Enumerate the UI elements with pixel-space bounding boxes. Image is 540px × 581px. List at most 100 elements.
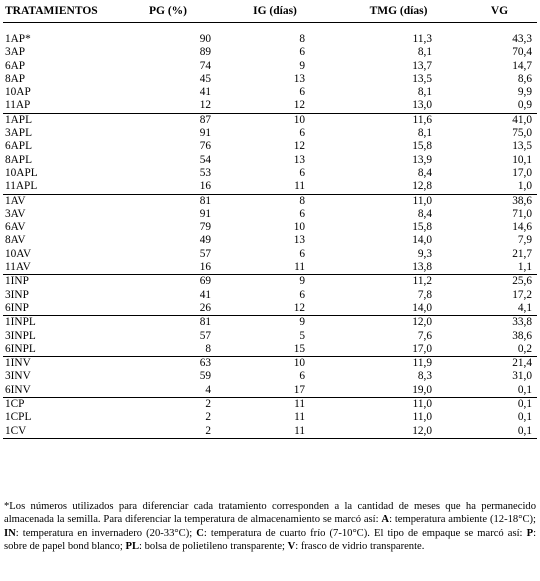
table-row: 3AP 89 6 8,1 70,4 [3,46,537,59]
cell-ig: 6 [299,46,305,59]
cell-pg: 81 [121,193,215,208]
cell-tratamiento: 6AP [5,59,26,72]
cell-tratamiento: 3AP [5,46,26,59]
table-body: 1AP* 90 8 11,3 43,3 3AP 89 6 8,1 70,4 6AP 74 9 13,7 14… [3,23,537,439]
table-row: 3INV 59 6 8,3 31,0 [3,370,537,383]
footnote: *Los números utilizados para diferenciar… [4,500,536,554]
header-tmg: TMG (días) [335,0,462,23]
table-row: 8AV 49 13 14,0 7,9 [3,234,537,247]
cell-tmg: 12,0 [335,424,462,439]
table-row: 11APL 16 11 12,8 1,0 [3,180,537,194]
cell-vg: 0,1 [517,383,532,396]
cell-tratamiento: 11APL [5,180,38,193]
table-row: 1APL 87 10 11,6 41,0 [3,112,537,128]
cell-tmg: 11,6 [335,112,462,128]
table-row: 6APL 76 12 15,8 13,5 [3,140,537,153]
cell-tratamiento: 1AP* [5,33,31,45]
table-row: 1CV 2 11 12,0 0,1 [3,424,537,439]
header-row: TRATAMIENTOS PG (%) IG (días) TMG (días)… [3,0,537,23]
cell-pg: 89 [199,46,211,59]
cell-pg: 59 [199,370,211,383]
cell-ig: 11 [294,411,305,424]
cell-pg: 53 [199,166,211,179]
table-row: 1INPL 81 9 12,0 33,8 [3,315,537,330]
cell-ig: 11 [215,397,335,412]
cell-tratamiento: 1AV [3,193,121,208]
cell-tmg: 13,7 [412,59,432,72]
cell-tratamiento: 1CPL [5,411,32,424]
footnote-code: P [526,527,534,539]
cell-ig: 12 [293,99,305,112]
cell-tmg: 13,5 [412,72,432,85]
cell-pg: 8 [205,342,211,355]
cell-tratamiento: 6INV [5,383,31,396]
cell-vg: 1,0 [517,180,532,193]
cell-tratamiento: 1INV [3,356,121,371]
cell-pg: 4 [205,383,211,396]
cell-ig: 12 [293,301,305,314]
cell-ig: 9 [299,59,305,72]
cell-pg: 91 [199,127,211,140]
footnote-text: : temperatura ambiente (12-18°C); [389,514,536,526]
cell-ig: 6 [299,288,305,301]
cell-ig: 11 [215,424,335,439]
table-row: 10APL 53 6 8,4 17,0 [3,167,537,180]
cell-vg: 9,9 [517,86,532,99]
cell-tratamiento: 6INPL [5,342,36,355]
table-row: 8APL 54 13 13,9 10,1 [3,154,537,167]
cell-vg: 1,1 [517,261,532,274]
cell-pg: 76 [199,140,211,153]
cell-ig: 9 [215,315,335,330]
cell-tratamiento: 8AP [5,72,26,85]
cell-vg: 0,9 [517,99,532,112]
cell-ig: 9 [215,274,335,289]
cell-tratamiento: 3INPL [5,329,36,342]
cell-ig: 6 [299,207,305,220]
cell-ig: 17 [293,383,305,396]
cell-tmg: 11,0 [335,397,462,412]
cell-pg: 87 [121,112,215,128]
table-row: 3AV 91 6 8,4 71,0 [3,208,537,221]
cell-tmg: 11,3 [412,33,432,45]
header-tratamientos: TRATAMIENTOS [3,0,121,23]
cell-vg: 10,1 [512,153,532,166]
cell-vg: 7,9 [517,234,532,247]
cell-tmg: 15,8 [412,140,432,153]
table-row: 11AV 16 11 13,8 1,1 [3,261,537,275]
cell-pg: 74 [199,59,211,72]
cell-vg: 75,0 [512,127,532,140]
cell-ig: 6 [299,127,305,140]
cell-tmg: 11,9 [335,356,462,371]
footnote-text: *Los números utilizados para diferenciar… [4,501,536,526]
cell-ig: 6 [299,247,305,260]
table-row: 8AP 45 13 13,5 8,6 [3,73,537,86]
cell-tratamiento: 1CV [3,424,121,439]
cell-vg: 0,1 [462,424,537,439]
spacer-row [3,23,537,34]
cell-tratamiento: 3INV [5,370,31,383]
cell-ig: 11 [294,261,305,274]
cell-pg: 54 [199,153,211,166]
cell-ig: 10 [215,356,335,371]
cell-pg: 63 [121,356,215,371]
cell-tmg: 14,0 [412,301,432,314]
cell-pg: 57 [199,329,211,342]
cell-vg: 0,2 [517,342,532,355]
cell-ig: 10 [293,221,305,234]
cell-pg: 2 [121,397,215,412]
cell-pg: 69 [121,274,215,289]
cell-pg: 81 [121,315,215,330]
cell-vg: 0,1 [462,397,537,412]
cell-ig: 12 [293,140,305,153]
cell-pg: 45 [199,72,211,85]
cell-vg: 38,6 [462,193,537,208]
table-row: 1CPL 2 11 11,0 0,1 [3,411,537,424]
cell-tmg: 11,0 [412,411,432,424]
cell-vg: 17,2 [512,288,532,301]
header-vg: VG [462,0,537,23]
table-row: 1INP 69 9 11,2 25,6 [3,274,537,289]
cell-vg: 43,3 [512,33,532,45]
cell-tratamiento: 1CP [3,397,121,412]
table-row: 6AP 74 9 13,7 14,7 [3,60,537,73]
